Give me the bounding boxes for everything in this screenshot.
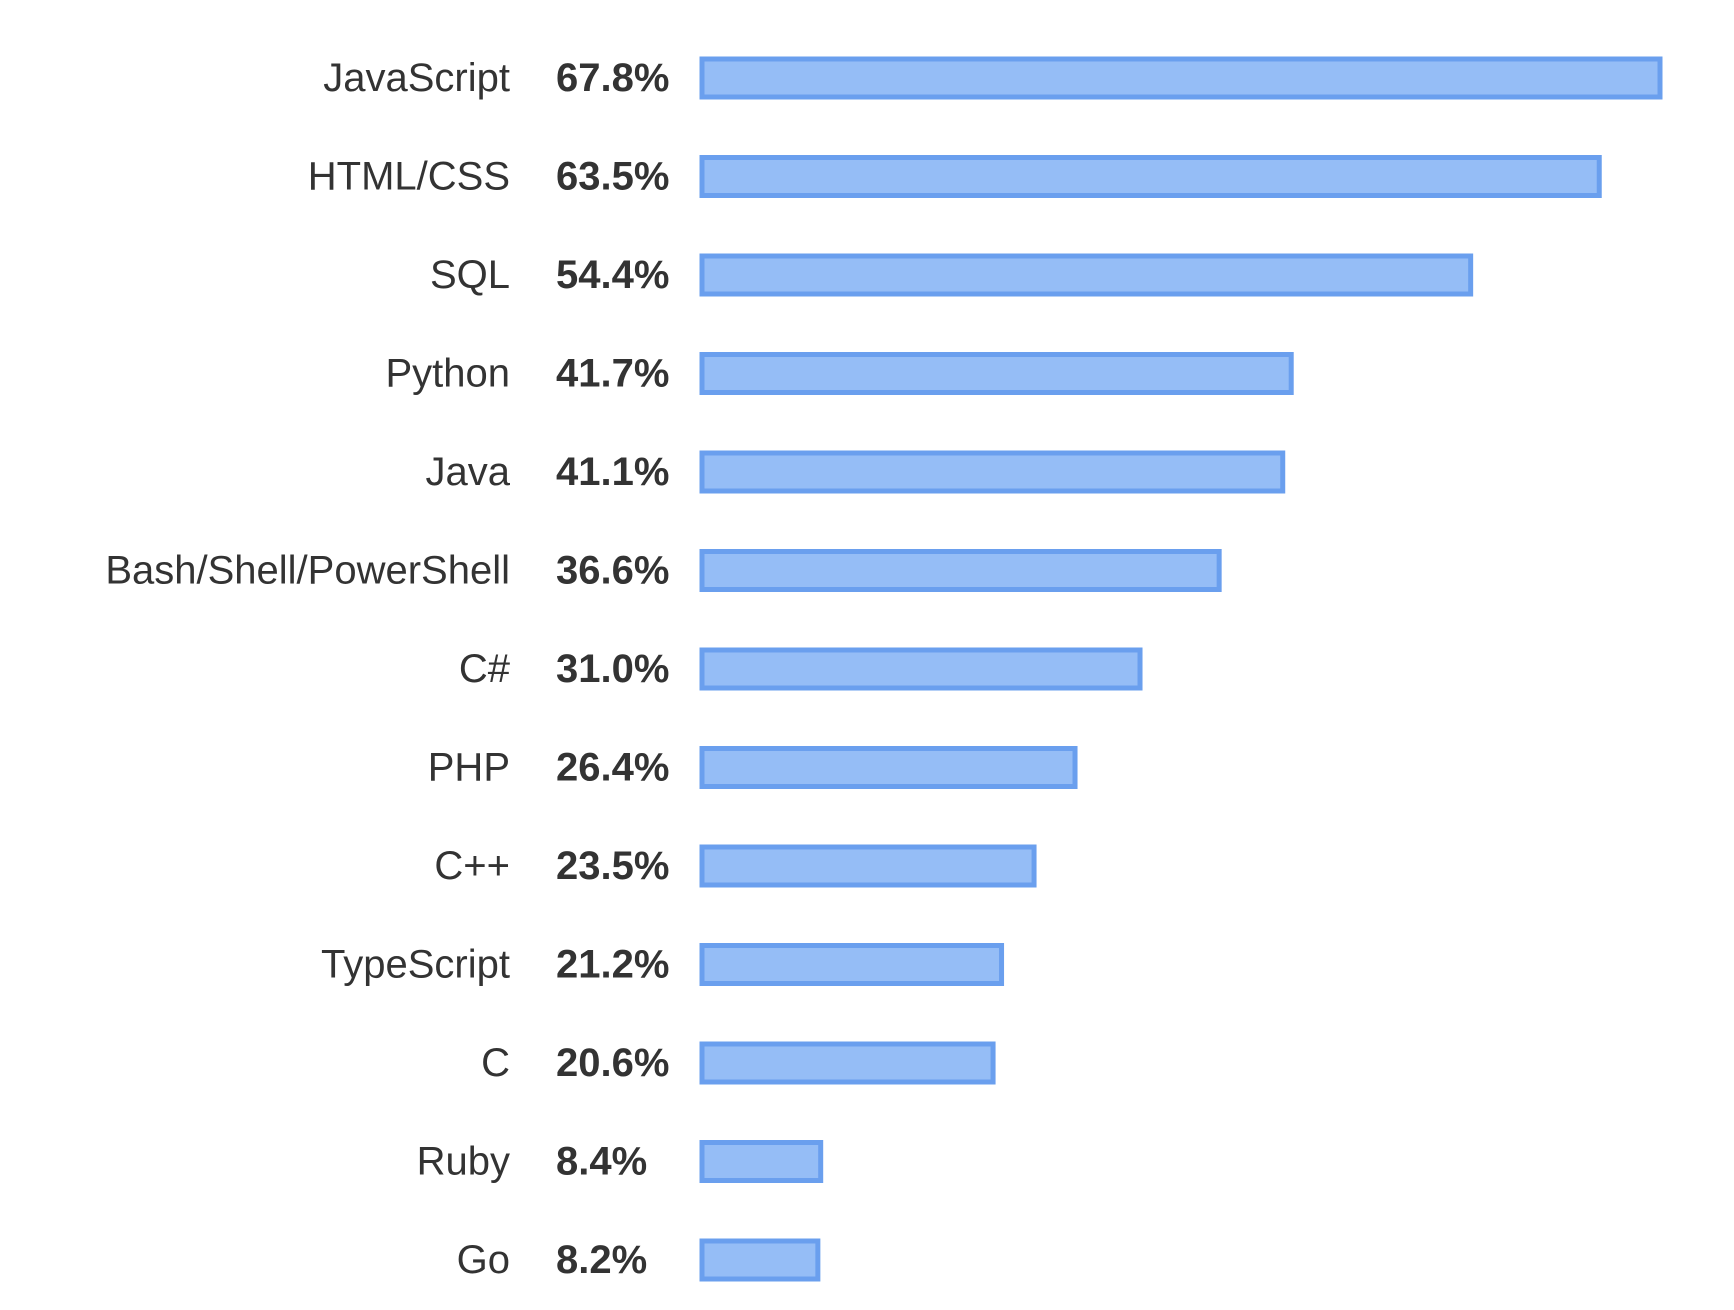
value-label: 67.8% [556, 56, 669, 100]
bar [699, 647, 1143, 691]
bar-row: Ruby 8.4% [417, 1140, 824, 1184]
bar-row: C 20.6% [481, 1041, 996, 1085]
bar-row: C++ 23.5% [434, 844, 1037, 888]
bar [699, 844, 1037, 888]
value-label: 23.5% [556, 844, 669, 888]
category-label: HTML/CSS [308, 155, 510, 199]
bar-row: PHP 26.4% [428, 746, 1078, 790]
bar [699, 746, 1078, 789]
bar-row: HTML/CSS 63.5% [308, 155, 1602, 199]
bar-row: Bash/Shell/PowerShell 36.6% [105, 549, 1222, 593]
bar [699, 352, 1294, 395]
bar [699, 1140, 824, 1183]
category-label: SQL [430, 253, 510, 297]
value-label: 26.4% [556, 746, 669, 790]
value-label: 21.2% [556, 943, 669, 987]
value-label: 36.6% [556, 549, 669, 593]
category-label: Python [385, 352, 510, 396]
value-label: 20.6% [556, 1041, 669, 1085]
category-label: JavaScript [323, 56, 510, 100]
bar [699, 1238, 821, 1282]
value-label: 8.4% [556, 1140, 647, 1184]
category-label: C# [459, 647, 511, 691]
bar-row: SQL 54.4% [430, 253, 1474, 297]
category-label: Go [457, 1238, 510, 1282]
bar-row: Go 8.2% [457, 1238, 821, 1282]
bar-row: Python 41.7% [385, 352, 1294, 396]
value-label: 41.7% [556, 352, 669, 396]
category-label: Ruby [417, 1140, 510, 1184]
value-label: 41.1% [556, 450, 669, 494]
value-label: 54.4% [556, 253, 669, 297]
bar [699, 450, 1286, 494]
value-label: 31.0% [556, 647, 669, 691]
bar-row: JavaScript 67.8% [323, 56, 1663, 100]
value-label: 63.5% [556, 155, 669, 199]
value-label: 8.2% [556, 1238, 647, 1282]
category-label: C [481, 1041, 510, 1085]
bar-row: Java 41.1% [426, 450, 1286, 494]
category-label: C++ [434, 844, 510, 888]
bar-row: TypeScript 21.2% [321, 943, 1005, 987]
category-label: PHP [428, 746, 510, 790]
category-label: Java [426, 450, 511, 494]
bar [699, 549, 1222, 592]
bar [699, 56, 1663, 100]
bar-row: C# 31.0% [459, 647, 1143, 691]
category-label: TypeScript [321, 943, 510, 987]
bar [699, 155, 1602, 198]
bar [699, 943, 1005, 986]
bar [699, 1041, 996, 1085]
bar [699, 253, 1474, 297]
category-label: Bash/Shell/PowerShell [105, 549, 510, 593]
